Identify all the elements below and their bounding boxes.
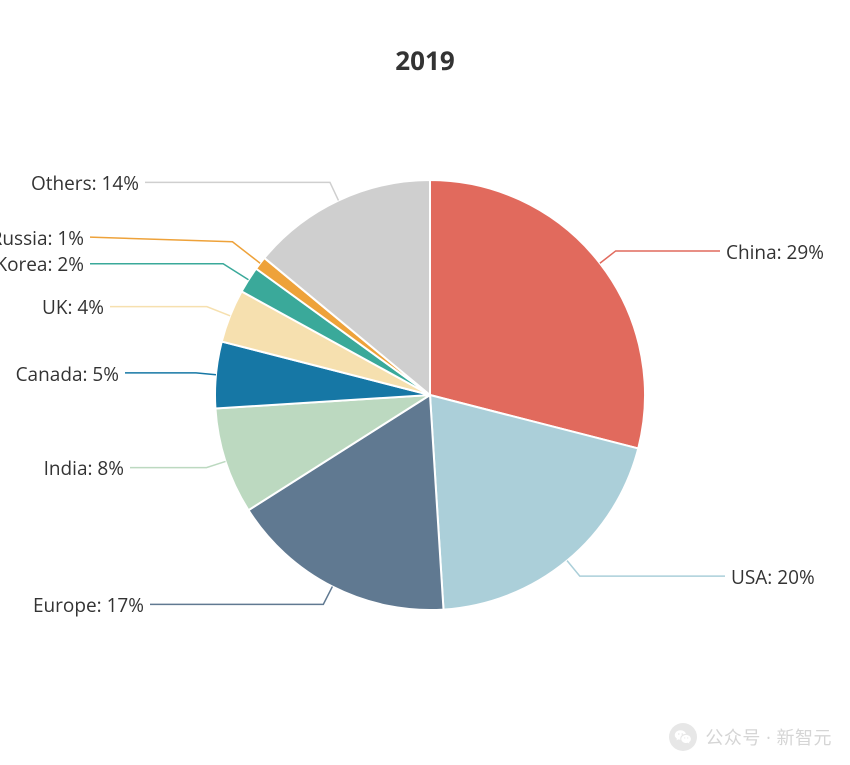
- label-leader: [130, 461, 226, 467]
- slice-label: India: 8%: [44, 455, 124, 481]
- slice-label: China: 29%: [726, 239, 824, 265]
- label-leader: [90, 237, 260, 263]
- label-leader: [567, 561, 725, 576]
- label-leader: [110, 307, 230, 316]
- slice-label: UK: 4%: [42, 294, 104, 320]
- wechat-icon: [669, 723, 697, 751]
- watermark: 公众号 · 新智元: [669, 723, 832, 751]
- slice-label: South Korea: 2%: [0, 251, 84, 277]
- label-leader: [600, 251, 720, 263]
- slice-label: USA: 20%: [731, 564, 815, 590]
- label-leader: [90, 264, 248, 280]
- label-leader: [150, 587, 332, 605]
- slice-label: Others: 14%: [31, 170, 139, 196]
- slice-label: Russia: 1%: [0, 225, 84, 251]
- watermark-name: 新智元: [777, 726, 833, 750]
- pie-chart: [0, 0, 850, 765]
- pie-svg: [0, 0, 850, 765]
- slice-label: Europe: 17%: [33, 592, 144, 618]
- watermark-prefix: 公众号 ·: [705, 726, 776, 750]
- label-leader: [145, 182, 338, 200]
- label-leader: [125, 373, 216, 375]
- watermark-text: 公众号 · 新智元: [705, 724, 832, 750]
- slice-label: Canada: 5%: [16, 361, 119, 387]
